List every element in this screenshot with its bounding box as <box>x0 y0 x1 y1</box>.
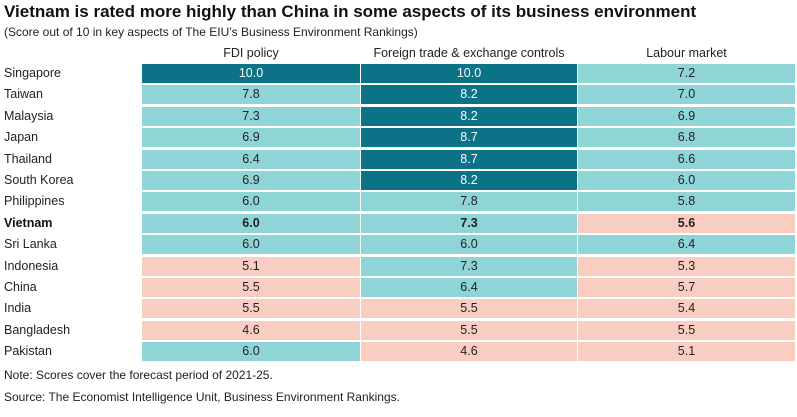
column-header-foreign-trade: Foreign trade & exchange controls <box>373 46 565 60</box>
cell-south-korea-foreign-trade: 8.2 <box>361 171 577 190</box>
cell-south-korea-fdi-policy: 6.9 <box>142 171 360 190</box>
row-label-japan: Japan <box>4 130 39 144</box>
cell-indonesia-labour-market: 5.3 <box>578 257 795 276</box>
cell-pakistan-foreign-trade: 4.6 <box>361 342 577 361</box>
row-label-south-korea: South Korea <box>4 173 74 187</box>
cell-philippines-fdi-policy: 6.0 <box>142 192 360 211</box>
row-label-philippines: Philippines <box>4 194 65 208</box>
row-label-sri-lanka: Sri Lanka <box>4 237 57 251</box>
row-label-china: China <box>4 280 37 294</box>
cell-china-labour-market: 5.7 <box>578 278 795 297</box>
row-label-singapore: Singapore <box>4 66 61 80</box>
cell-japan-foreign-trade: 8.7 <box>361 128 577 147</box>
row-label-vietnam: Vietnam <box>4 216 53 230</box>
footnote: Note: Scores cover the forecast period o… <box>4 368 273 382</box>
source-note: Source: The Economist Intelligence Unit,… <box>4 390 400 404</box>
cell-singapore-fdi-policy: 10.0 <box>142 64 360 83</box>
cell-south-korea-labour-market: 6.0 <box>578 171 795 190</box>
cell-bangladesh-labour-market: 5.5 <box>578 321 795 340</box>
cell-thailand-fdi-policy: 6.4 <box>142 150 360 169</box>
cell-bangladesh-fdi-policy: 4.6 <box>142 321 360 340</box>
cell-vietnam-labour-market: 5.6 <box>578 214 795 233</box>
cell-malaysia-labour-market: 6.9 <box>578 107 795 126</box>
cell-japan-fdi-policy: 6.9 <box>142 128 360 147</box>
column-header-labour-market: Labour market <box>646 46 727 60</box>
cell-malaysia-foreign-trade: 8.2 <box>361 107 577 126</box>
row-label-malaysia: Malaysia <box>4 109 54 123</box>
cell-indonesia-fdi-policy: 5.1 <box>142 257 360 276</box>
cell-pakistan-labour-market: 5.1 <box>578 342 795 361</box>
cell-sri-lanka-labour-market: 6.4 <box>578 235 795 254</box>
cell-vietnam-fdi-policy: 6.0 <box>142 214 360 233</box>
chart-title: Vietnam is rated more highly than China … <box>4 2 697 21</box>
cell-china-foreign-trade: 6.4 <box>361 278 577 297</box>
row-label-india: India <box>4 301 32 315</box>
column-header-fdi-policy: FDI policy <box>223 46 279 60</box>
cell-sri-lanka-foreign-trade: 6.0 <box>361 235 577 254</box>
cell-singapore-labour-market: 7.2 <box>578 64 795 83</box>
cell-taiwan-fdi-policy: 7.8 <box>142 85 360 104</box>
cell-pakistan-fdi-policy: 6.0 <box>142 342 360 361</box>
cell-taiwan-foreign-trade: 8.2 <box>361 85 577 104</box>
cell-philippines-labour-market: 5.8 <box>578 192 795 211</box>
row-label-pakistan: Pakistan <box>4 344 52 358</box>
cell-india-labour-market: 5.4 <box>578 299 795 318</box>
cell-singapore-foreign-trade: 10.0 <box>361 64 577 83</box>
cell-taiwan-labour-market: 7.0 <box>578 85 795 104</box>
cell-japan-labour-market: 6.8 <box>578 128 795 147</box>
row-label-thailand: Thailand <box>4 152 52 166</box>
cell-thailand-labour-market: 6.6 <box>578 150 795 169</box>
row-label-taiwan: Taiwan <box>4 87 43 101</box>
cell-philippines-foreign-trade: 7.8 <box>361 192 577 211</box>
row-label-indonesia: Indonesia <box>4 259 59 273</box>
cell-indonesia-foreign-trade: 7.3 <box>361 257 577 276</box>
cell-china-fdi-policy: 5.5 <box>142 278 360 297</box>
cell-malaysia-fdi-policy: 7.3 <box>142 107 360 126</box>
cell-vietnam-foreign-trade: 7.3 <box>361 214 577 233</box>
cell-sri-lanka-fdi-policy: 6.0 <box>142 235 360 254</box>
chart-subtitle: (Score out of 10 in key aspects of The E… <box>4 25 418 39</box>
row-label-bangladesh: Bangladesh <box>4 323 71 337</box>
cell-thailand-foreign-trade: 8.7 <box>361 150 577 169</box>
cell-bangladesh-foreign-trade: 5.5 <box>361 321 577 340</box>
cell-india-foreign-trade: 5.5 <box>361 299 577 318</box>
cell-india-fdi-policy: 5.5 <box>142 299 360 318</box>
